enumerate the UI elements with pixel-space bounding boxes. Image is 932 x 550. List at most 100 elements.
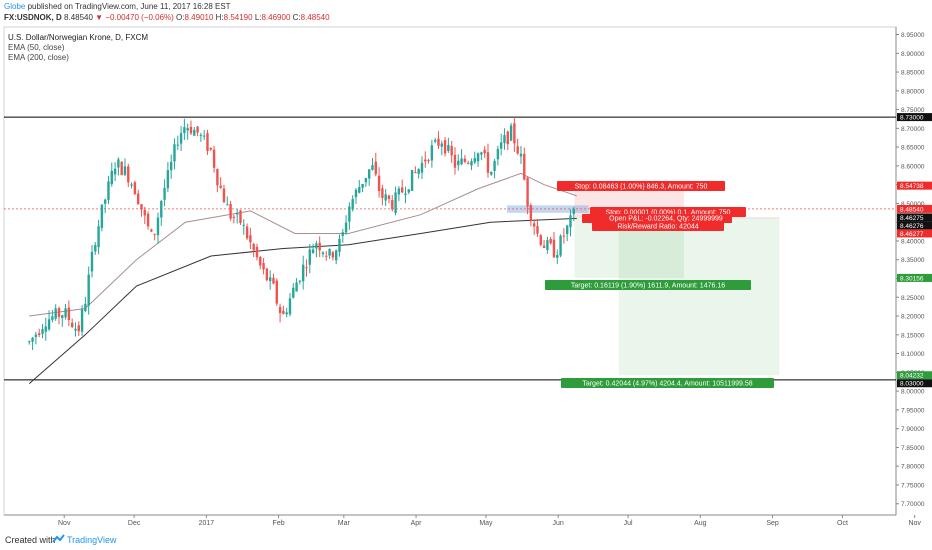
candle-body	[430, 145, 434, 161]
price-label: 8.04232	[900, 373, 924, 380]
candle-body	[292, 287, 295, 298]
y-tick-label: 8.00000	[901, 389, 925, 396]
candle-body	[61, 315, 64, 319]
candle-body	[173, 144, 176, 162]
y-tick-label: 7.75000	[901, 482, 925, 489]
candle-body	[87, 274, 90, 306]
candle-body	[189, 126, 193, 134]
candle-body	[470, 161, 473, 166]
author-link[interactable]: Globe	[4, 2, 26, 11]
candle-body	[318, 242, 321, 251]
candle-body	[268, 277, 272, 282]
candle-body	[176, 144, 179, 146]
open-value: 8.49010	[184, 13, 214, 22]
candle-body	[496, 149, 500, 160]
candle-body	[344, 222, 348, 233]
price-label: 8.48540	[900, 206, 924, 213]
low-label: L:	[254, 13, 262, 22]
candle-body	[523, 153, 526, 180]
candle-body	[232, 216, 236, 218]
candle-body	[328, 249, 331, 256]
candle-body	[565, 225, 569, 235]
candle-body	[532, 223, 536, 227]
candle-body	[160, 201, 163, 218]
candle-body	[90, 251, 94, 272]
annotation-box	[545, 280, 751, 290]
candle-body	[259, 256, 262, 266]
publish-line: Globe published on TradingView.com, June…	[4, 2, 231, 11]
ema50-legend[interactable]: EMA (50, close)	[8, 43, 65, 52]
annotation-box	[557, 181, 725, 191]
candle-body	[417, 169, 420, 174]
candle-body	[212, 149, 216, 168]
candle-body	[110, 170, 113, 185]
candle-body	[193, 129, 196, 136]
ema200-legend[interactable]: EMA (200, close)	[8, 53, 69, 62]
candle-body	[199, 134, 203, 136]
high-label: H:	[215, 13, 224, 22]
candle-body	[410, 170, 414, 191]
candle-body	[348, 206, 351, 222]
candle-body	[120, 161, 123, 176]
candles	[28, 117, 575, 351]
y-tick-label: 8.65000	[901, 145, 925, 152]
candle-body	[499, 142, 503, 149]
price-label-box	[897, 221, 932, 230]
candle-body	[509, 125, 513, 141]
candle-body	[186, 128, 189, 131]
candle-body	[196, 126, 199, 133]
candle-body	[100, 204, 104, 228]
x-tick-label: Dec	[128, 520, 141, 527]
tradingview-brand[interactable]: TradingView	[67, 535, 117, 545]
publish-header: Globe published on TradingView.com, June…	[0, 0, 932, 26]
candle-body	[490, 171, 493, 175]
price-label-box	[897, 379, 932, 388]
y-tick-label: 8.85000	[901, 70, 925, 77]
position-annotations: Stop: 0.08463 (1.00%) 846.3, Amount: 750…	[545, 181, 774, 388]
candle-body	[113, 168, 117, 175]
price-label: 8.46275	[900, 215, 924, 222]
candle-body	[146, 213, 150, 227]
candle-body	[387, 195, 391, 200]
stop-annotation: Risk/Reward Ratio: 42044	[617, 224, 698, 231]
last-price: 8.48540	[64, 13, 93, 22]
candle-body	[80, 309, 84, 332]
price-chart[interactable]: Stop: 0.08463 (1.00%) 846.3, Amount: 750…	[0, 0, 932, 530]
price-label: 8.73000	[900, 115, 924, 122]
candle-body	[150, 229, 153, 232]
candle-body	[57, 308, 61, 317]
candle-body	[37, 333, 41, 336]
candle-body	[377, 175, 381, 192]
candle-body	[443, 140, 447, 154]
candle-body	[486, 152, 490, 173]
candle-body	[493, 160, 496, 171]
candle-body	[34, 334, 38, 337]
candle-body	[252, 244, 255, 251]
candle-body	[331, 252, 335, 258]
candle-body	[559, 235, 562, 256]
candle-body	[153, 233, 156, 235]
candle-body	[542, 245, 546, 248]
chart-legend: U.S. Dollar/Norwegian Krone, D, FXCM EMA…	[8, 33, 148, 63]
candle-body	[453, 154, 457, 168]
candle-body	[364, 178, 368, 183]
candle-body	[367, 169, 371, 179]
candle-body	[400, 187, 404, 193]
candle-body	[136, 193, 140, 204]
candle-body	[476, 153, 480, 162]
candle-body	[351, 199, 354, 210]
x-tick-label: May	[479, 520, 493, 527]
symbol-label: FX:USDNOK, D	[4, 13, 62, 22]
price-label: 8.03000	[900, 381, 924, 388]
candle-body	[480, 152, 483, 155]
candle-body	[130, 184, 133, 186]
published-text: published on TradingView.com, June 11, 2…	[27, 2, 231, 11]
highlight-band	[506, 205, 589, 213]
candle-body	[163, 187, 166, 200]
candle-body	[305, 267, 308, 269]
candle-body	[483, 149, 486, 154]
candle-body	[433, 140, 437, 142]
candle-body	[457, 160, 460, 166]
stop-annotation: Stop: 0.08463 (1.00%) 846.3, Amount: 750	[575, 184, 708, 191]
candle-body	[549, 238, 552, 244]
